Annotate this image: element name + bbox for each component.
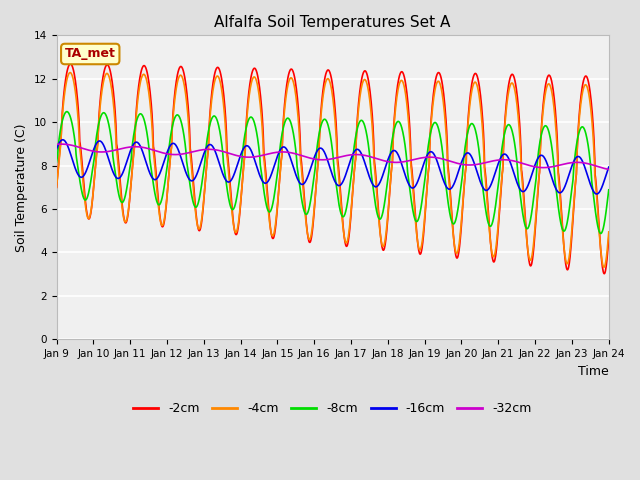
-16cm xyxy=(118,171,126,177)
-4cm xyxy=(96,109,104,115)
-4cm xyxy=(67,70,74,75)
-2cm xyxy=(52,184,60,190)
-2cm xyxy=(605,235,612,240)
-32cm xyxy=(605,167,612,172)
-4cm xyxy=(605,229,612,235)
-8cm xyxy=(299,202,307,207)
-16cm xyxy=(593,191,600,197)
-2cm xyxy=(308,226,316,232)
-8cm xyxy=(52,159,60,165)
-16cm xyxy=(52,146,60,152)
-4cm xyxy=(308,222,316,228)
-4cm xyxy=(52,184,60,190)
-16cm xyxy=(96,138,104,144)
-2cm xyxy=(67,61,74,67)
Y-axis label: Soil Temperature (C): Soil Temperature (C) xyxy=(15,123,28,252)
-32cm xyxy=(96,149,104,155)
-2cm xyxy=(118,201,126,206)
-4cm xyxy=(118,205,126,211)
-16cm xyxy=(287,157,295,163)
-2cm xyxy=(96,104,104,110)
-32cm xyxy=(287,150,295,156)
-32cm xyxy=(58,141,65,147)
Title: Alfalfa Soil Temperatures Set A: Alfalfa Soil Temperatures Set A xyxy=(214,15,451,30)
-32cm xyxy=(367,154,375,160)
-4cm xyxy=(367,110,375,116)
-32cm xyxy=(52,142,60,147)
-8cm xyxy=(96,117,104,123)
Line: -32cm: -32cm xyxy=(56,144,609,169)
-2cm xyxy=(367,99,375,105)
Line: -8cm: -8cm xyxy=(56,112,609,233)
Text: TA_met: TA_met xyxy=(65,48,116,60)
-2cm xyxy=(287,66,295,72)
-2cm xyxy=(299,173,307,179)
-4cm xyxy=(299,180,307,186)
-8cm xyxy=(287,121,295,127)
-32cm xyxy=(299,153,307,159)
-16cm xyxy=(308,159,316,165)
X-axis label: Time: Time xyxy=(578,365,609,378)
Line: -4cm: -4cm xyxy=(56,72,609,267)
Line: -16cm: -16cm xyxy=(56,140,609,194)
-2cm xyxy=(600,271,608,276)
-8cm xyxy=(597,230,605,236)
-4cm xyxy=(600,264,608,270)
-8cm xyxy=(605,187,612,192)
-16cm xyxy=(367,179,375,184)
-32cm xyxy=(118,145,126,151)
-8cm xyxy=(367,170,375,176)
-16cm xyxy=(59,137,67,143)
-16cm xyxy=(605,164,612,170)
-8cm xyxy=(308,185,316,191)
-8cm xyxy=(63,109,70,115)
Line: -2cm: -2cm xyxy=(56,64,609,274)
-4cm xyxy=(287,75,295,81)
-8cm xyxy=(118,200,126,205)
-32cm xyxy=(308,156,316,162)
Legend: -2cm, -4cm, -8cm, -16cm, -32cm: -2cm, -4cm, -8cm, -16cm, -32cm xyxy=(129,397,537,420)
-16cm xyxy=(299,181,307,187)
